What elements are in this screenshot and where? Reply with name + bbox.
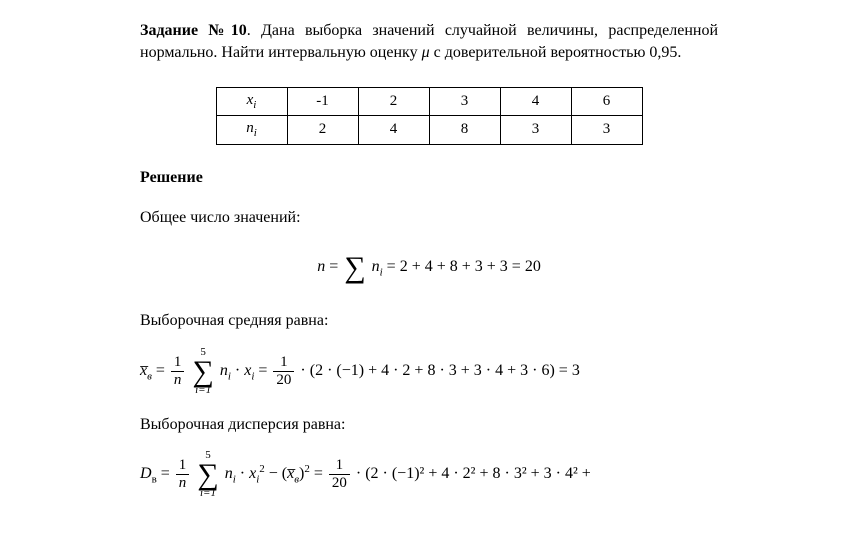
table-row: xi -1 2 3 4 6 xyxy=(216,87,642,115)
sigma-symbol: ∑ xyxy=(344,243,365,292)
problem-statement: Задание №10. Дана выборка значений случа… xyxy=(140,20,718,65)
table-cell: 8 xyxy=(429,116,500,144)
var-ni: n xyxy=(372,259,380,276)
task-number: Задание №10 xyxy=(140,22,247,39)
step3-formula: Dв = 1 n 5 ∑ i=1 ni · xi2 − (x̅в)2 = 1 2… xyxy=(140,450,718,499)
data-table: xi -1 2 3 4 6 ni 2 4 8 3 3 xyxy=(216,87,643,145)
step2-text: Выборочная средняя равна: xyxy=(140,310,718,332)
mu-symbol: μ xyxy=(422,44,430,61)
table-cell: 4 xyxy=(358,116,429,144)
fraction: 1 20 xyxy=(329,458,350,491)
eq-sign: = xyxy=(329,259,342,276)
var-n: n xyxy=(317,259,325,276)
page-body: Задание №10. Дана выборка значений случа… xyxy=(0,0,858,537)
step2-formula: x̅в = 1 n 5 ∑ i=1 ni · xi = 1 20 · (2 · … xyxy=(140,347,718,396)
table-cell: 2 xyxy=(358,87,429,115)
D-var: D xyxy=(140,465,152,482)
fraction: 1 n xyxy=(171,355,185,388)
step1-formula: n = ∑ ni = 2 + 4 + 8 + 3 + 3 = 20 xyxy=(140,243,718,292)
solution-title: Решение xyxy=(140,167,718,189)
fraction: 1 20 xyxy=(273,355,294,388)
sigma-symbol: 5 ∑ i=1 xyxy=(192,347,213,396)
step2-rhs: · (2 · (−1) + 4 · 2 + 8 · 3 + 3 · 4 + 3 … xyxy=(300,362,579,379)
step1-text: Общее число значений: xyxy=(140,207,718,229)
row-header: ni xyxy=(216,116,287,144)
row-header: xi xyxy=(216,87,287,115)
table-cell: -1 xyxy=(287,87,358,115)
table-cell: 3 xyxy=(500,116,571,144)
table-cell: 4 xyxy=(500,87,571,115)
step3-text: Выборочная дисперсия равна: xyxy=(140,414,718,436)
step1-rhs: = 2 + 4 + 8 + 3 + 3 = 20 xyxy=(387,259,541,276)
table-cell: 3 xyxy=(429,87,500,115)
table-cell: 2 xyxy=(287,116,358,144)
table-cell: 6 xyxy=(571,87,642,115)
step3-rhs: · (2 · (−1)² + 4 · 2² + 8 · 3² + 3 · 4² … xyxy=(356,465,591,482)
table-cell: 3 xyxy=(571,116,642,144)
fraction: 1 n xyxy=(176,458,190,491)
sigma-symbol: 5 ∑ i=1 xyxy=(197,450,218,499)
table-row: ni 2 4 8 3 3 xyxy=(216,116,642,144)
statement-part-2: с доверительной вероятностью 0,95. xyxy=(430,44,682,61)
